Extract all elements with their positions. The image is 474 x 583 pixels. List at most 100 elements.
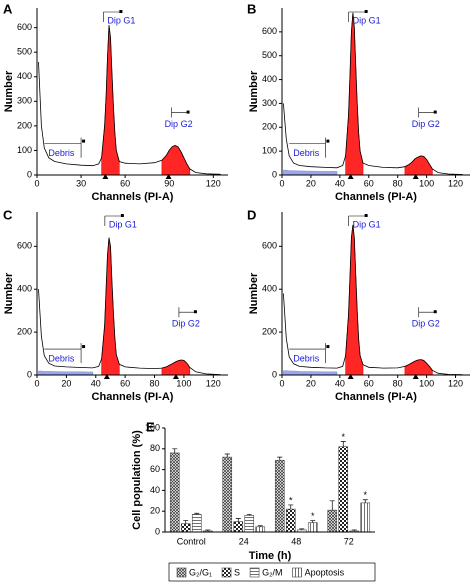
legend-box bbox=[168, 562, 376, 582]
error-bar bbox=[183, 520, 189, 524]
gate-label: Debris bbox=[293, 148, 320, 158]
bar bbox=[169, 452, 180, 533]
y-tick-label: 400 bbox=[17, 71, 32, 81]
peak-area bbox=[38, 370, 94, 376]
bar bbox=[244, 515, 255, 533]
peak-area bbox=[345, 12, 433, 176]
histogram-trace bbox=[38, 25, 221, 175]
gate-label: Dip G1 bbox=[109, 219, 137, 229]
x-tick-label: 0 bbox=[279, 178, 284, 188]
gate-marker bbox=[104, 215, 123, 226]
peak-area bbox=[345, 224, 433, 376]
panel-label: C bbox=[3, 207, 13, 222]
x-axis-title: Channels (PI-A) bbox=[92, 191, 174, 203]
error-bar bbox=[246, 513, 252, 516]
gate-label: Dip G2 bbox=[172, 319, 200, 329]
legend-label: S bbox=[234, 567, 240, 577]
gate-marker bbox=[119, 10, 123, 13]
x-tick-label: 40 bbox=[335, 178, 345, 188]
peak-pointer bbox=[103, 374, 110, 379]
y-tick-label: 600 bbox=[17, 241, 32, 251]
x-tick-label: 80 bbox=[150, 378, 160, 388]
x-tick-label: 60 bbox=[120, 378, 130, 388]
x-tick-label: 48 bbox=[291, 536, 301, 546]
y-tick-label: 100 bbox=[17, 145, 32, 155]
x-tick-label: 120 bbox=[206, 178, 221, 188]
panel-label: D bbox=[247, 207, 256, 222]
x-tick-label: 20 bbox=[61, 378, 71, 388]
legend-swatch bbox=[221, 567, 232, 578]
y-tick-label: 100 bbox=[262, 146, 277, 156]
gate-label: Debris bbox=[293, 353, 320, 363]
x-tick-label: 30 bbox=[76, 178, 86, 188]
y-tick-label: 200 bbox=[262, 326, 277, 336]
gate-marker bbox=[418, 307, 436, 318]
y-tick-label: 0 bbox=[155, 526, 160, 536]
bar bbox=[191, 514, 202, 533]
gate-label: Dip G2 bbox=[412, 319, 440, 329]
panel-label: A bbox=[3, 1, 13, 16]
gate-label: Dip G2 bbox=[412, 119, 440, 129]
y-tick-label: 0 bbox=[27, 369, 32, 379]
x-tick-label: 80 bbox=[393, 378, 403, 388]
y-tick-label: 200 bbox=[17, 326, 32, 336]
error-bar bbox=[362, 499, 368, 503]
y-tick-label: 600 bbox=[17, 22, 32, 32]
gate-marker bbox=[433, 310, 437, 314]
peak-pointer bbox=[102, 174, 109, 179]
x-tick-label: 100 bbox=[176, 378, 191, 388]
y-tick-label: 200 bbox=[262, 122, 277, 132]
x-tick-label: 80 bbox=[393, 178, 403, 188]
x-tick-label: 60 bbox=[120, 178, 130, 188]
histogram-trace bbox=[283, 12, 463, 175]
x-tick-label: 40 bbox=[335, 378, 345, 388]
gate-marker bbox=[326, 139, 330, 143]
y-tick-label: 40 bbox=[150, 485, 160, 495]
bar bbox=[285, 508, 296, 533]
bar bbox=[307, 522, 318, 533]
x-tick-label: 100 bbox=[419, 178, 434, 188]
y-tick-label: 0 bbox=[27, 169, 32, 179]
x-axis-title: Channels (PI-A) bbox=[335, 191, 417, 203]
histogram-trace bbox=[283, 224, 463, 375]
y-tick-label: 600 bbox=[262, 26, 277, 36]
x-tick-label: 40 bbox=[91, 378, 101, 388]
x-axis-title: Channels (PI-A) bbox=[335, 391, 417, 403]
error-bar bbox=[351, 529, 357, 531]
y-tick-label: 600 bbox=[262, 241, 277, 251]
gate-marker bbox=[289, 343, 326, 364]
gate-marker bbox=[326, 345, 330, 349]
gate-marker bbox=[103, 11, 122, 22]
gate-marker bbox=[82, 345, 86, 349]
x-tick-label: 0 bbox=[279, 378, 284, 388]
x-tick-label: 120 bbox=[448, 378, 463, 388]
significance-mark: * bbox=[289, 495, 293, 505]
significance-mark: * bbox=[341, 432, 345, 442]
error-bar bbox=[194, 512, 200, 515]
peak-pointer bbox=[347, 174, 354, 179]
y-axis-title: Number bbox=[3, 272, 15, 314]
y-axis-title: Number bbox=[248, 272, 260, 314]
panel-label: E bbox=[146, 419, 155, 434]
x-tick-label: 120 bbox=[448, 178, 463, 188]
y-tick-label: 500 bbox=[262, 50, 277, 60]
gate-label: Debris bbox=[48, 353, 75, 363]
gate-label: Dip G1 bbox=[353, 219, 381, 229]
significance-mark: * bbox=[311, 511, 315, 521]
x-tick-label: 100 bbox=[419, 378, 434, 388]
legend-swatch bbox=[176, 567, 187, 578]
x-axis-title: Channels (PI-A) bbox=[92, 391, 174, 403]
gate-marker bbox=[348, 11, 367, 22]
y-tick-label: 300 bbox=[262, 98, 277, 108]
y-tick-label: 100 bbox=[145, 422, 160, 432]
x-tick-label: 60 bbox=[364, 178, 374, 188]
bar bbox=[222, 456, 233, 533]
x-tick-label: 72 bbox=[344, 536, 354, 546]
gate-marker bbox=[171, 107, 189, 118]
error-bar bbox=[329, 500, 335, 511]
error-bar bbox=[310, 520, 316, 523]
gate-marker bbox=[433, 110, 437, 114]
peak-pointer bbox=[172, 374, 179, 379]
x-tick-label: 90 bbox=[164, 178, 174, 188]
